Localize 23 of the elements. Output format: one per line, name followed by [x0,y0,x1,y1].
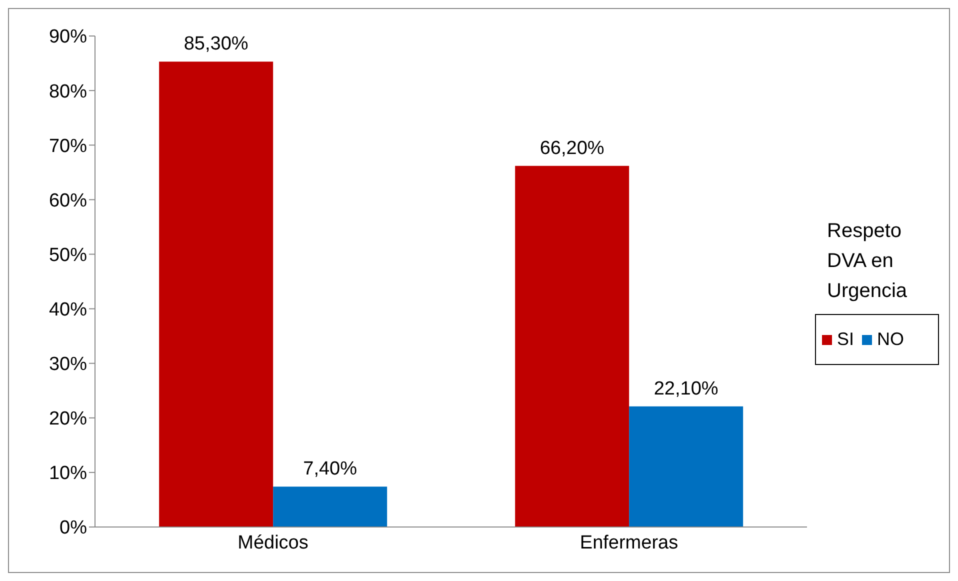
x-tick-label: Enfermeras [580,532,678,554]
y-tick-label: 40% [48,300,88,321]
legend-label: NO [876,329,904,350]
y-tick-label: 20% [48,408,88,430]
legend-label: SI [836,329,854,350]
data-label: 66,20% [540,138,604,159]
data-label: 85,30% [184,34,248,55]
bar [515,166,630,527]
y-tick-label: 10% [48,463,88,484]
x-tick-label: Médicos [238,532,308,554]
bar [273,486,388,527]
bar [629,406,744,527]
data-label: 7,40% [303,458,358,480]
y-tick-label: 70% [48,136,88,157]
y-tick-label: 50% [48,244,88,266]
y-tick-label: 80% [48,81,88,102]
legend-title: Respeto DVA en Urgencia [826,219,908,304]
data-label: 22,10% [654,378,718,400]
y-tick-label: 90% [48,26,88,48]
y-tick-label: 0% [60,518,88,539]
y-tick-label: 60% [48,190,88,212]
bar [159,62,274,527]
y-tick-label: 30% [48,354,88,376]
